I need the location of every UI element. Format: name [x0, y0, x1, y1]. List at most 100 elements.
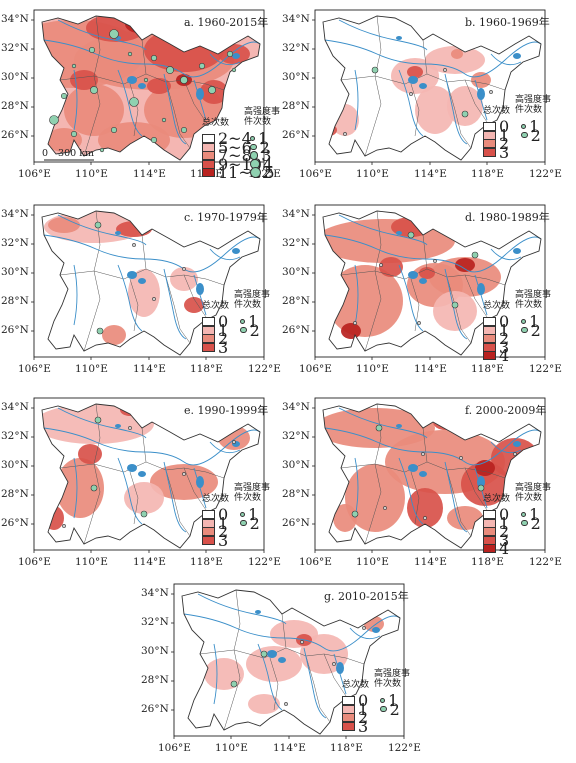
- river: [490, 248, 522, 261]
- lon-label: 114°E: [133, 168, 166, 180]
- map-svg: [312, 397, 546, 553]
- basin-outline: [322, 15, 542, 161]
- lat-label: 32°N: [141, 616, 169, 628]
- station-dot: [60, 93, 67, 100]
- station-dot: [407, 231, 415, 239]
- legend-total-label: 3: [499, 337, 510, 357]
- legend-high-label: 1: [248, 312, 259, 331]
- sub-basin-border: [59, 73, 225, 91]
- river: [444, 73, 468, 145]
- river: [57, 214, 147, 246]
- legend-dot-icon: [521, 519, 528, 527]
- density-blob: [333, 504, 357, 532]
- river: [209, 53, 241, 66]
- density-layer: [42, 404, 260, 548]
- sub-basin-border: [422, 39, 428, 75]
- sub-basin-border: [281, 613, 287, 649]
- legend-dot-icon: [240, 319, 245, 324]
- station-dot: [451, 301, 459, 309]
- station-dot: [182, 267, 186, 271]
- legend-swatch: [202, 168, 215, 177]
- sub-basin-border: [340, 268, 506, 286]
- legend-high-label: 2: [530, 513, 541, 533]
- density-blob: [78, 444, 102, 464]
- lat-label: 34°N: [1, 401, 29, 413]
- station-dot: [232, 440, 236, 444]
- legend-total-label: 1: [499, 513, 510, 533]
- panel-title: b. 1960-1969年: [465, 16, 550, 29]
- scale-bar: 0 300 km: [42, 148, 94, 159]
- map-svg: [171, 583, 405, 739]
- legend-total-item: 3: [342, 717, 368, 736]
- legend-total-label: 3: [499, 142, 510, 162]
- station-dot: [94, 221, 102, 229]
- station-dot: [199, 62, 206, 69]
- scale-zero: 0: [42, 148, 49, 159]
- legend-total-label: 5~6: [218, 137, 252, 157]
- map-panel-d: d. 1980-1989年 34°N 32°N 30°N 28°N 26°N 106°E 11…: [282, 204, 576, 375]
- density-blob: [184, 297, 204, 313]
- station-dot: [166, 66, 174, 74]
- legend-high-title: 高强度事件次数: [244, 107, 281, 127]
- lon-label: 122°E: [388, 742, 421, 754]
- lat-label: 28°N: [141, 674, 169, 686]
- density-blob: [170, 267, 198, 291]
- river: [444, 268, 468, 340]
- station-dot: [375, 424, 383, 432]
- lake: [396, 424, 402, 428]
- river: [73, 69, 78, 131]
- density-blob: [379, 257, 403, 277]
- legend-swatch: [483, 544, 496, 553]
- lake: [419, 471, 427, 477]
- basin-outline: [41, 15, 261, 161]
- lake: [477, 88, 485, 100]
- legend-high-item: 2: [250, 138, 270, 157]
- station-dot: [227, 50, 234, 57]
- river: [398, 264, 424, 332]
- legend-swatch: [202, 342, 215, 352]
- density-blob: [407, 488, 443, 528]
- lake: [232, 248, 240, 254]
- sub-basin-border: [364, 75, 382, 157]
- sub-basin-border: [93, 15, 101, 77]
- density-blob: [447, 86, 483, 126]
- sub-basin-border: [233, 589, 241, 651]
- lake: [372, 627, 380, 633]
- station-dot: [151, 137, 158, 144]
- density-blob: [246, 646, 302, 682]
- legend-high-label: 1: [529, 505, 540, 524]
- legend-swatch: [202, 535, 215, 545]
- lake: [196, 88, 204, 100]
- legend-high-item: 1: [521, 117, 539, 136]
- station-dot: [433, 259, 437, 263]
- scale-label: 300 km: [58, 148, 94, 159]
- legend-high-title: 高强度事件次数: [234, 483, 271, 503]
- legend-dot-icon: [380, 698, 385, 703]
- legend-high-label: 1: [529, 312, 540, 331]
- lake: [419, 278, 427, 284]
- density-blob: [455, 258, 475, 272]
- lon-label: 122°E: [529, 556, 562, 568]
- lat-label: 34°N: [141, 587, 169, 599]
- legend-high-title: 高强度事件次数: [515, 483, 552, 503]
- map-svg: [31, 397, 265, 553]
- lat-label: 34°N: [282, 208, 310, 220]
- legend-dot-icon: [240, 519, 247, 527]
- lake: [267, 650, 277, 658]
- sub-basin-border: [464, 274, 488, 318]
- legend-dot-icon: [240, 512, 245, 517]
- river: [354, 69, 359, 131]
- station-dot: [129, 97, 139, 107]
- station-dot: [90, 86, 98, 94]
- legend-high-label: 2: [530, 320, 541, 340]
- station-dot: [362, 626, 366, 630]
- station-dot: [513, 452, 517, 456]
- density-blob: [70, 70, 98, 90]
- lat-label: 30°N: [1, 266, 29, 278]
- legend-total-item: 4: [483, 539, 509, 558]
- station-dot: [152, 297, 156, 301]
- lon-label: 110°E: [356, 168, 389, 180]
- sub-basin-border: [183, 274, 207, 318]
- lat-label: 30°N: [1, 71, 29, 83]
- legend-dot-icon: [240, 326, 247, 334]
